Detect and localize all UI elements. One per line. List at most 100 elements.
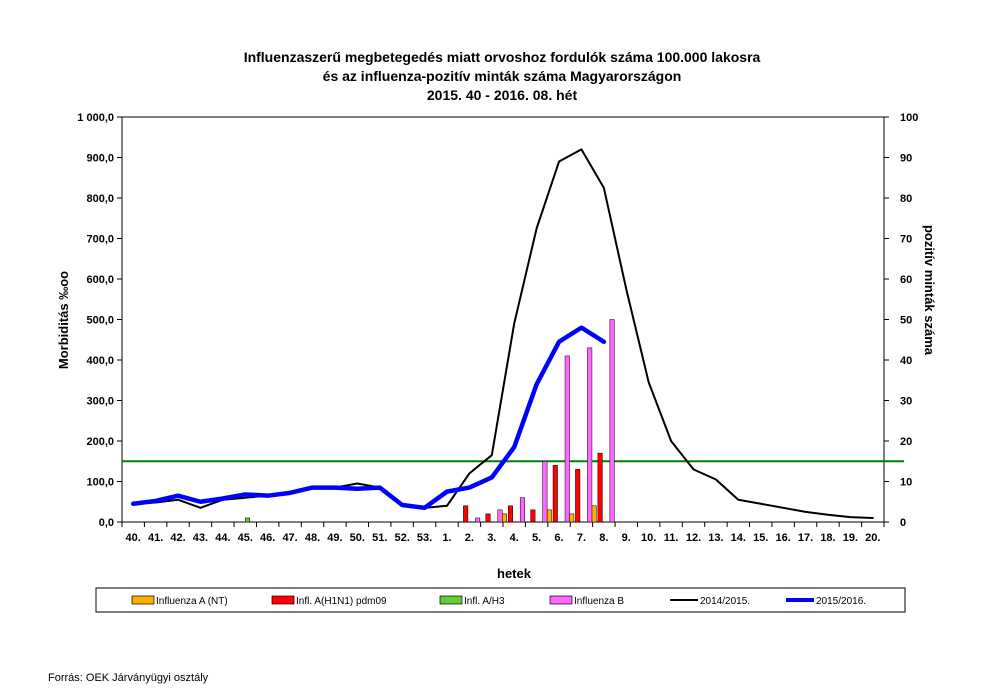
plot-frame (121, 116, 885, 523)
y-tick-label-left: 700,0 (86, 234, 114, 246)
bar (575, 469, 581, 523)
bar (552, 465, 558, 523)
x-tick-label: 4. (510, 532, 519, 544)
y-tick-label-left: 400,0 (86, 355, 114, 367)
bar (546, 509, 552, 523)
x-tick-label: 17. (798, 532, 813, 544)
x-tick-label: 20. (865, 532, 880, 544)
x-tick-label: 50. (350, 532, 365, 544)
x-tick-label: 13. (708, 532, 723, 544)
bar (609, 319, 615, 523)
x-tick-label: 3. (487, 532, 496, 544)
bar (245, 517, 251, 523)
x-tick-label: 6. (554, 532, 563, 544)
x-tick-label: 1. (442, 532, 451, 544)
chart-title-line-1: Influenzaszerű megbetegedés miatt orvosh… (244, 49, 761, 65)
chart-title-line-2: és az influenza-pozitív minták száma Mag… (323, 68, 682, 84)
y-tick-label-right: 70 (900, 234, 912, 246)
chart-title-line-3: 2015. 40 - 2016. 08. hét (427, 87, 578, 103)
axis-ticks: 0,0 100,0 200,0 300,0 400,0 500,0 600,0 700,0 80… (77, 112, 918, 544)
x-tick-label: 47. (282, 532, 297, 544)
bar (591, 505, 597, 523)
bar (569, 513, 575, 523)
x-tick-label: 2. (465, 532, 474, 544)
x-tick-label: 11. (664, 532, 679, 544)
legend-swatch (131, 595, 155, 605)
x-tick-label: 12. (686, 532, 701, 544)
x-tick-label: 49. (327, 532, 342, 544)
y-tick-label-left: 300,0 (86, 396, 114, 408)
x-tick-label: 51. (372, 532, 387, 544)
y-tick-label-left: 1 000,0 (77, 112, 114, 124)
x-tick-label: 45. (238, 532, 253, 544)
legend-label: Influenza A (NT) (156, 596, 228, 607)
bar (530, 509, 536, 523)
y-tick-label-right: 100 (900, 112, 918, 124)
legend-label: Influenza B (574, 596, 624, 607)
y-tick-label-right: 60 (900, 274, 912, 286)
x-tick-label: 9. (622, 532, 631, 544)
x-tick-label: 40. (126, 532, 141, 544)
x-tick-label: 14. (731, 532, 746, 544)
x-tick-label: 53. (417, 532, 432, 544)
y-tick-label-left: 600,0 (86, 274, 114, 286)
y-tick-label-left: 0,0 (99, 517, 114, 529)
bar (497, 509, 503, 523)
legend-label: 2015/2016. (816, 596, 866, 607)
bar (519, 497, 525, 523)
x-tick-label: 52. (394, 532, 409, 544)
legend-swatch (439, 595, 463, 605)
y-axis-title-right: pozitív minták száma (922, 225, 937, 356)
plot-area (121, 116, 904, 523)
bar-marks (245, 319, 615, 523)
x-tick-label: 48. (305, 532, 320, 544)
legend-label: Infl. A/H3 (464, 596, 505, 607)
x-tick-label: 16. (775, 532, 790, 544)
x-tick-label: 10. (641, 532, 656, 544)
y-tick-label-left: 100,0 (86, 477, 114, 489)
x-tick-label: 7. (577, 532, 586, 544)
y-tick-label-left: 800,0 (86, 193, 114, 205)
x-tick-label: 18. (820, 532, 835, 544)
y-tick-label-right: 90 (900, 153, 912, 165)
bar (587, 347, 593, 523)
bar (501, 513, 507, 523)
legend-frame (95, 587, 906, 613)
x-tick-label: 44. (215, 532, 230, 544)
y-tick-label-right: 80 (900, 193, 912, 205)
legend-swatch (549, 595, 573, 605)
y-tick-label-right: 50 (900, 315, 912, 327)
x-tick-label: 8. (599, 532, 608, 544)
y-tick-label-left: 500,0 (86, 315, 114, 327)
x-tick-label: 5. (532, 532, 541, 544)
bar (564, 355, 570, 523)
line-2015-2016 (130, 325, 607, 511)
bar (507, 505, 513, 523)
y-tick-label-right: 30 (900, 396, 912, 408)
legend-label: Infl. A(H1N1) pdm09 (296, 596, 387, 607)
bar (463, 505, 469, 523)
y-axis-title-left: Morbiditás ‰oo (56, 271, 71, 369)
x-axis-title: hetek (497, 566, 532, 581)
y-tick-label-left: 200,0 (86, 436, 114, 448)
x-tick-label: 43. (193, 532, 208, 544)
legend: Influenza A (NT) Infl. A(H1N1) pdm09 Infl.… (95, 587, 906, 613)
source-note: Forrás: OEK Járványügyi osztály (48, 672, 209, 684)
line-marks (130, 148, 874, 519)
x-tick-label: 42. (170, 532, 185, 544)
y-tick-label-right: 10 (900, 477, 912, 489)
y-tick-label-right: 40 (900, 355, 912, 367)
bar (475, 517, 481, 523)
legend-swatch (271, 595, 295, 605)
legend-label: 2014/2015. (700, 596, 750, 607)
x-tick-label: 41. (148, 532, 163, 544)
x-tick-label: 15. (753, 532, 768, 544)
y-tick-label-right: 0 (900, 517, 906, 529)
bar (485, 513, 491, 523)
bar (597, 452, 603, 523)
x-tick-label: 19. (843, 532, 858, 544)
x-tick-label: 46. (260, 532, 275, 544)
y-tick-label-left: 900,0 (86, 153, 114, 165)
y-tick-label-right: 20 (900, 436, 912, 448)
